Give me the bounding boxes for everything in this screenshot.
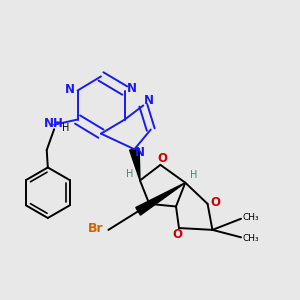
- Text: N: N: [64, 83, 74, 96]
- Text: N: N: [135, 146, 145, 159]
- Text: N: N: [127, 82, 137, 95]
- Text: CH₃: CH₃: [243, 214, 260, 223]
- Text: H: H: [62, 124, 70, 134]
- Text: NH: NH: [44, 117, 63, 130]
- Polygon shape: [136, 183, 185, 215]
- Polygon shape: [130, 148, 140, 181]
- Text: H: H: [126, 169, 133, 179]
- Text: O: O: [172, 228, 182, 241]
- Text: H: H: [190, 170, 197, 180]
- Text: CH₃: CH₃: [243, 234, 260, 243]
- Text: Br: Br: [88, 221, 104, 235]
- Text: O: O: [157, 152, 167, 165]
- Text: N: N: [144, 94, 154, 107]
- Text: O: O: [211, 196, 221, 208]
